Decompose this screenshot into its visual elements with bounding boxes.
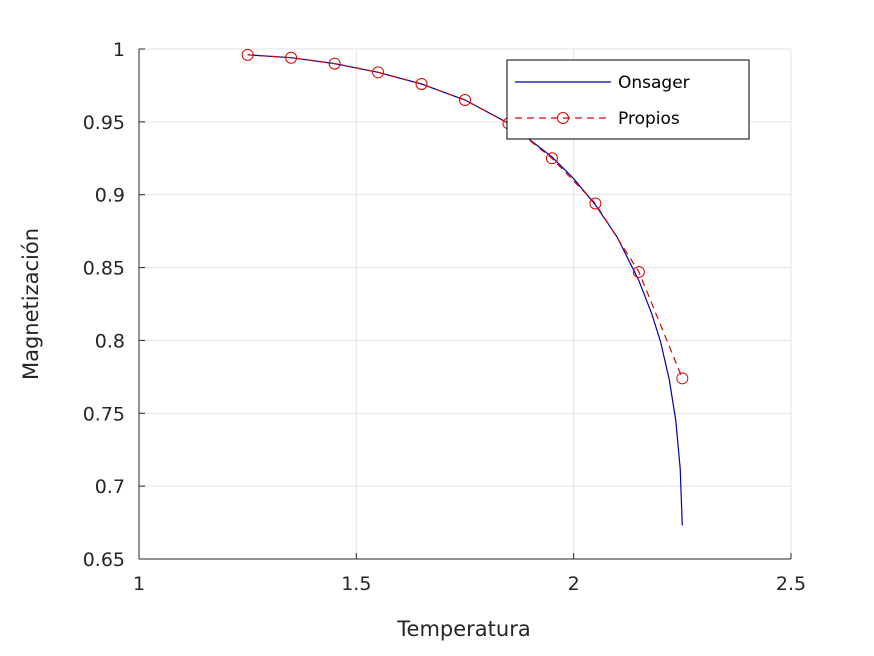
x-axis-title: Temperatura	[396, 617, 530, 641]
y-tick-label: 0.9	[95, 185, 125, 207]
y-tick-label: 1	[113, 39, 125, 61]
x-tick-label: 1	[133, 573, 145, 595]
series-point-propios	[545, 152, 558, 165]
legend-marker-propios	[557, 112, 569, 124]
series-point-propios	[372, 66, 385, 79]
x-tick-label: 2	[568, 573, 580, 595]
legend-label-propios: Propios	[618, 109, 680, 129]
y-tick-label: 0.75	[83, 403, 125, 425]
x-tick-label: 1.5	[341, 573, 371, 595]
y-tick-label: 0.7	[95, 476, 125, 498]
legend-label-onsager: Onsager	[618, 73, 690, 93]
series-point-propios	[328, 57, 341, 70]
series-point-propios	[589, 197, 602, 210]
series-point-propios	[285, 51, 298, 64]
series-point-propios	[241, 48, 254, 61]
series-line-propios	[247, 54, 683, 379]
legend-box	[506, 59, 750, 140]
y-tick-label: 0.8	[95, 330, 125, 352]
y-tick-label: 0.65	[83, 549, 125, 571]
series-point-propios	[632, 265, 645, 278]
series-point-propios	[676, 372, 689, 385]
y-axis-title: Magnetización	[19, 228, 43, 380]
x-tick-label: 2.5	[776, 573, 806, 595]
y-tick-label: 0.85	[83, 258, 125, 280]
axes: 1 1.5 2 2.5 0.65 0.7 0.75 0.8 0.85 0.9 0.95 1	[83, 39, 806, 595]
y-tick-label: 0.95	[83, 112, 125, 134]
series-point-propios	[415, 77, 428, 90]
series-point-propios	[459, 94, 471, 106]
legend: Onsager Propios	[506, 59, 750, 140]
series-layer	[241, 48, 689, 526]
